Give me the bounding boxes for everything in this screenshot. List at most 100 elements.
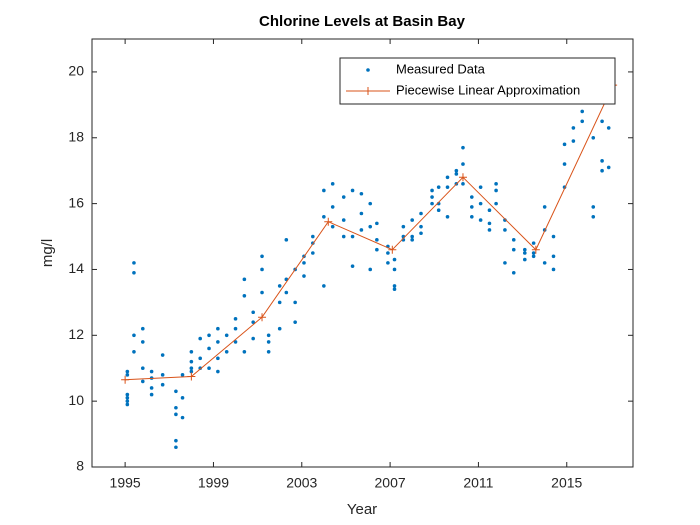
line-marker bbox=[388, 245, 397, 254]
data-point bbox=[216, 340, 220, 344]
data-point bbox=[233, 326, 238, 331]
data-point bbox=[478, 201, 483, 206]
data-point bbox=[233, 317, 238, 321]
y-tick-label: 12 bbox=[68, 326, 84, 342]
y-axis-label: mg/l bbox=[39, 239, 56, 267]
data-point bbox=[251, 310, 255, 315]
line-marker bbox=[121, 375, 130, 384]
data-point bbox=[189, 349, 194, 354]
data-point bbox=[386, 261, 390, 265]
data-point bbox=[470, 195, 474, 199]
line bbox=[125, 84, 614, 381]
data-point bbox=[266, 333, 271, 338]
y-tick-label: 14 bbox=[68, 260, 84, 276]
data-point bbox=[523, 257, 527, 262]
data-point bbox=[571, 139, 576, 143]
data-point bbox=[410, 238, 414, 242]
data-point bbox=[330, 205, 335, 209]
data-point bbox=[454, 168, 459, 173]
data-point bbox=[591, 205, 596, 209]
data-point bbox=[189, 366, 194, 371]
data-point bbox=[419, 231, 423, 236]
data-point bbox=[180, 373, 185, 377]
chart-title: Chlorine Levels at Basin Bay bbox=[259, 13, 466, 30]
data-point bbox=[386, 251, 390, 255]
data-point bbox=[125, 369, 130, 374]
data-point bbox=[140, 326, 145, 331]
data-point bbox=[503, 261, 507, 265]
data-point bbox=[277, 300, 282, 305]
data-point bbox=[189, 369, 194, 374]
data-point bbox=[487, 221, 492, 226]
data-point bbox=[125, 396, 130, 400]
data-point bbox=[341, 218, 346, 222]
data-point bbox=[523, 247, 527, 252]
data-point bbox=[531, 254, 536, 259]
data-point bbox=[251, 320, 255, 324]
y-tick-label: 8 bbox=[76, 458, 84, 474]
x-tick-label: 2003 bbox=[286, 475, 317, 491]
data-point bbox=[461, 162, 465, 166]
data-point bbox=[198, 356, 202, 361]
data-point bbox=[311, 234, 315, 239]
x-tick-label: 2011 bbox=[463, 475, 493, 491]
data-point bbox=[260, 267, 264, 272]
data-point bbox=[430, 195, 434, 199]
data-point bbox=[140, 379, 145, 384]
legend-label: Piecewise Linear Approximation bbox=[396, 82, 580, 97]
data-point bbox=[284, 238, 289, 242]
y-tick-label: 10 bbox=[68, 392, 84, 408]
data-point bbox=[368, 267, 373, 272]
data-point bbox=[160, 382, 165, 387]
data-point bbox=[470, 205, 474, 209]
data-point bbox=[359, 191, 364, 196]
data-point bbox=[322, 188, 326, 193]
legend-label: Measured Data bbox=[396, 61, 486, 76]
data-point bbox=[260, 254, 264, 259]
data-point bbox=[251, 336, 255, 341]
data-point bbox=[461, 145, 465, 150]
x-tick-label: 2015 bbox=[551, 475, 582, 491]
y-tick-label: 16 bbox=[68, 194, 84, 210]
line-marker bbox=[458, 173, 467, 182]
data-point bbox=[410, 234, 414, 239]
data-point bbox=[125, 399, 130, 403]
data-point bbox=[375, 247, 379, 252]
data-point bbox=[542, 261, 547, 265]
x-tick-label: 1995 bbox=[110, 475, 141, 491]
data-point bbox=[410, 218, 414, 222]
data-point bbox=[330, 182, 335, 186]
data-point bbox=[562, 142, 567, 147]
data-point bbox=[562, 162, 567, 166]
data-point bbox=[242, 277, 247, 282]
data-point bbox=[478, 218, 483, 222]
data-point bbox=[487, 208, 492, 212]
data-point bbox=[322, 214, 326, 219]
data-point bbox=[419, 224, 423, 229]
data-point bbox=[341, 195, 346, 199]
data-point bbox=[503, 228, 507, 232]
data-point bbox=[430, 188, 434, 193]
line-marker bbox=[324, 217, 333, 226]
data-point bbox=[293, 300, 297, 305]
data-point bbox=[260, 290, 264, 295]
data-point bbox=[542, 205, 547, 209]
data-point bbox=[277, 326, 282, 331]
data-point bbox=[494, 201, 498, 206]
legend-marker bbox=[366, 68, 370, 72]
y-tick-label: 18 bbox=[68, 128, 84, 144]
data-point bbox=[330, 224, 335, 229]
data-point bbox=[478, 185, 483, 189]
data-point bbox=[606, 165, 611, 170]
data-point bbox=[125, 373, 130, 377]
plot-area bbox=[91, 38, 634, 468]
data-point bbox=[350, 188, 355, 193]
data-point bbox=[174, 412, 178, 417]
data-point bbox=[392, 257, 397, 262]
data-point bbox=[174, 405, 178, 410]
data-point bbox=[591, 214, 596, 219]
data-point bbox=[189, 359, 194, 364]
data-point bbox=[149, 392, 154, 397]
data-point bbox=[242, 349, 247, 354]
data-point bbox=[216, 369, 220, 374]
